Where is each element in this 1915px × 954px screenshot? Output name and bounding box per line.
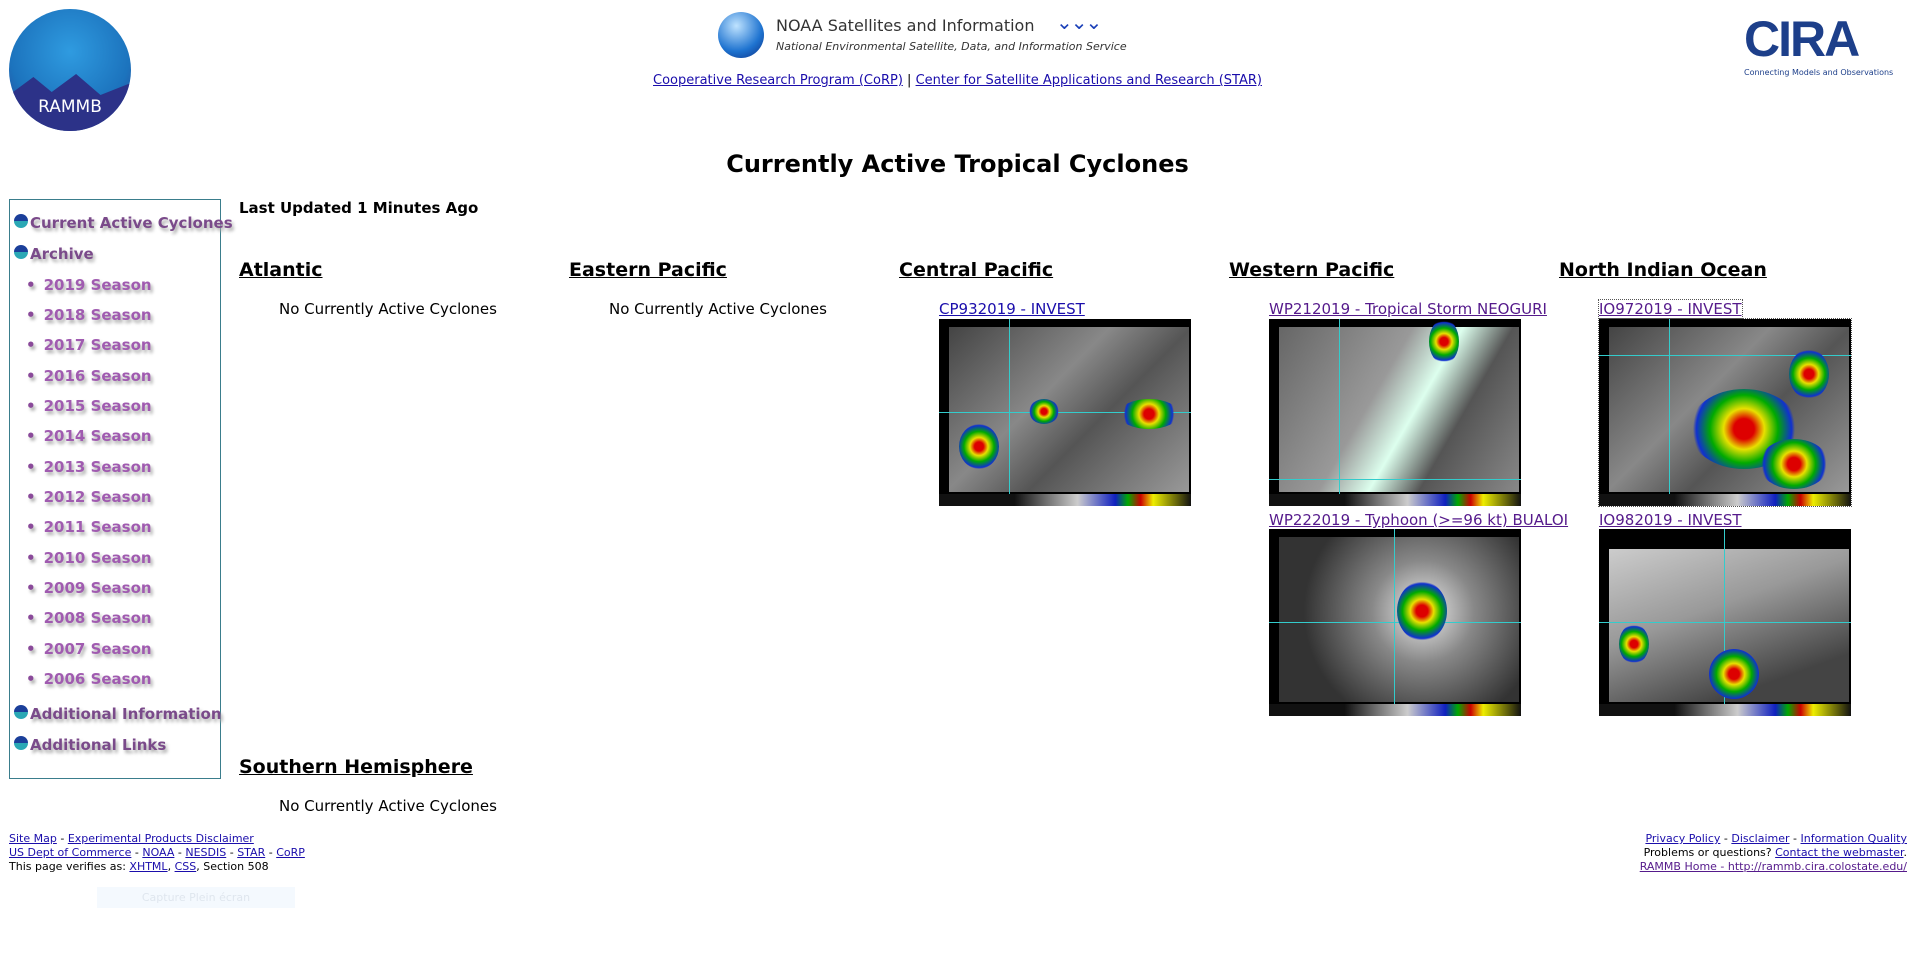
sidebar-nav: Current Active Cyclones Archive 2019 Sea… (9, 199, 233, 779)
storm-link-cp93[interactable]: CP932019 - INVEST (939, 300, 1085, 318)
footer-left: Site Map - Experimental Products Disclai… (9, 832, 305, 873)
sidebar-item-2010[interactable]: 2010 Season (26, 549, 152, 567)
verifies-text: This page verifies as: (9, 860, 126, 873)
sidebar-item-label: Current Active Cyclones (30, 214, 233, 232)
info-quality-link[interactable]: Information Quality (1800, 832, 1907, 845)
problems-text: Problems or questions? (1643, 846, 1772, 859)
sidebar-item-label: Archive (30, 245, 94, 263)
heading-eastern-pacific: Eastern Pacific (569, 259, 727, 281)
eastern-pacific-none: No Currently Active Cyclones (609, 300, 827, 318)
sidebar-item-2016[interactable]: 2016 Season (26, 367, 152, 385)
heading-central-pacific: Central Pacific (899, 259, 1054, 281)
sidebar-item-additional-info[interactable]: Additional Information (14, 705, 222, 723)
capture-button[interactable]: Capture Plein écran (97, 887, 295, 908)
sidebar-item-2017[interactable]: 2017 Season (26, 336, 152, 354)
sidebar-item-archive[interactable]: Archive (14, 245, 94, 263)
noaa-banner[interactable]: NOAA Satellites and Information National… (718, 10, 1138, 60)
privacy-link[interactable]: Privacy Policy (1645, 832, 1721, 845)
noaa-bullet-icon (14, 214, 28, 228)
disclaimer-link[interactable]: Experimental Products Disclaimer (67, 832, 254, 845)
sidebar-item-2007[interactable]: 2007 Season (26, 640, 152, 658)
xhtml-link[interactable]: XHTML (129, 860, 168, 873)
separator: | (907, 73, 912, 88)
atlantic-none: No Currently Active Cyclones (279, 300, 497, 318)
nesdis-link[interactable]: NESDIS (185, 846, 227, 859)
section-508-text: Section 508 (203, 860, 269, 873)
sidebar-item-2019[interactable]: 2019 Season (26, 276, 152, 294)
sidebar-item-label: Additional Links (30, 736, 167, 754)
rammb-logo-text: RAMMB (38, 97, 102, 117)
contact-webmaster-link[interactable]: Contact the webmaster (1775, 846, 1904, 859)
heading-north-indian: North Indian Ocean (1559, 259, 1767, 281)
site-map-link[interactable]: Site Map (9, 832, 57, 845)
satellite-image-wp22[interactable] (1269, 529, 1521, 716)
heading-atlantic: Atlantic (239, 259, 323, 281)
storm-link-io98[interactable]: IO982019 - INVEST (1599, 511, 1742, 529)
satellite-image-wp21[interactable] (1269, 319, 1521, 506)
css-link[interactable]: CSS (174, 860, 197, 873)
rammb-logo[interactable]: RAMMB (9, 9, 131, 131)
sidebar-item-2008[interactable]: 2008 Season (26, 609, 152, 627)
southern-none: No Currently Active Cyclones (279, 797, 497, 815)
page-title: Currently Active Tropical Cyclones (726, 150, 1189, 178)
noaa-bullet-icon (14, 245, 28, 259)
corp-link[interactable]: Cooperative Research Program (CoRP) (653, 73, 903, 88)
sidebar-item-2006[interactable]: 2006 Season (26, 670, 152, 688)
satellite-image-io98[interactable] (1599, 529, 1851, 716)
birds-icon: ⌄⌄⌄ (1056, 10, 1102, 34)
noaa-title: NOAA Satellites and Information (776, 16, 1035, 35)
corp-footer-link[interactable]: CoRP (276, 846, 305, 859)
heading-southern-hemisphere: Southern Hemisphere (239, 756, 473, 778)
disclaimer-right-link[interactable]: Disclaimer (1731, 832, 1790, 845)
star-footer-link[interactable]: STAR (237, 846, 266, 859)
doc-link[interactable]: US Dept of Commerce (9, 846, 132, 859)
star-link[interactable]: Center for Satellite Applications and Re… (915, 73, 1262, 88)
sidebar-item-2015[interactable]: 2015 Season (26, 397, 152, 415)
noaa-bullet-icon (14, 736, 28, 750)
sidebar-item-current[interactable]: Current Active Cyclones (14, 214, 233, 232)
heading-western-pacific: Western Pacific (1229, 259, 1395, 281)
storm-link-wp21[interactable]: WP212019 - Tropical Storm NEOGURI (1269, 300, 1547, 318)
footer-right: Privacy Policy - Disclaimer - Informatio… (1639, 832, 1907, 873)
rammb-home-link[interactable]: RAMMB Home - http://rammb.cira.colostate… (1639, 860, 1907, 873)
last-updated: Last Updated 1 Minutes Ago (239, 199, 479, 217)
top-links: Cooperative Research Program (CoRP) | Ce… (0, 73, 1915, 88)
sidebar-item-2018[interactable]: 2018 Season (26, 306, 152, 324)
sidebar-item-label: Additional Information (30, 705, 222, 723)
sidebar-item-2013[interactable]: 2013 Season (26, 458, 152, 476)
storm-link-wp22[interactable]: WP222019 - Typhoon (>=96 kt) BUALOI (1269, 511, 1569, 529)
satellite-image-io97[interactable] (1598, 318, 1852, 507)
noaa-link[interactable]: NOAA (142, 846, 175, 859)
noaa-subtitle: National Environmental Satellite, Data, … (776, 40, 1127, 53)
sidebar-item-2014[interactable]: 2014 Season (26, 427, 152, 445)
sidebar-item-2009[interactable]: 2009 Season (26, 579, 152, 597)
cira-logo-text: CIRA (1744, 11, 1860, 67)
noaa-logo-icon (718, 12, 764, 58)
satellite-image-cp93[interactable] (939, 319, 1191, 506)
sidebar-item-2011[interactable]: 2011 Season (26, 518, 152, 536)
cira-logo[interactable]: CIRA Connecting Models and Observations (1744, 10, 1908, 80)
cira-tagline: Connecting Models and Observations (1744, 68, 1894, 77)
noaa-bullet-icon (14, 705, 28, 719)
sidebar-item-additional-links[interactable]: Additional Links (14, 736, 167, 754)
storm-link-io97[interactable]: IO972019 - INVEST (1598, 299, 1743, 319)
sidebar-item-2012[interactable]: 2012 Season (26, 488, 152, 506)
